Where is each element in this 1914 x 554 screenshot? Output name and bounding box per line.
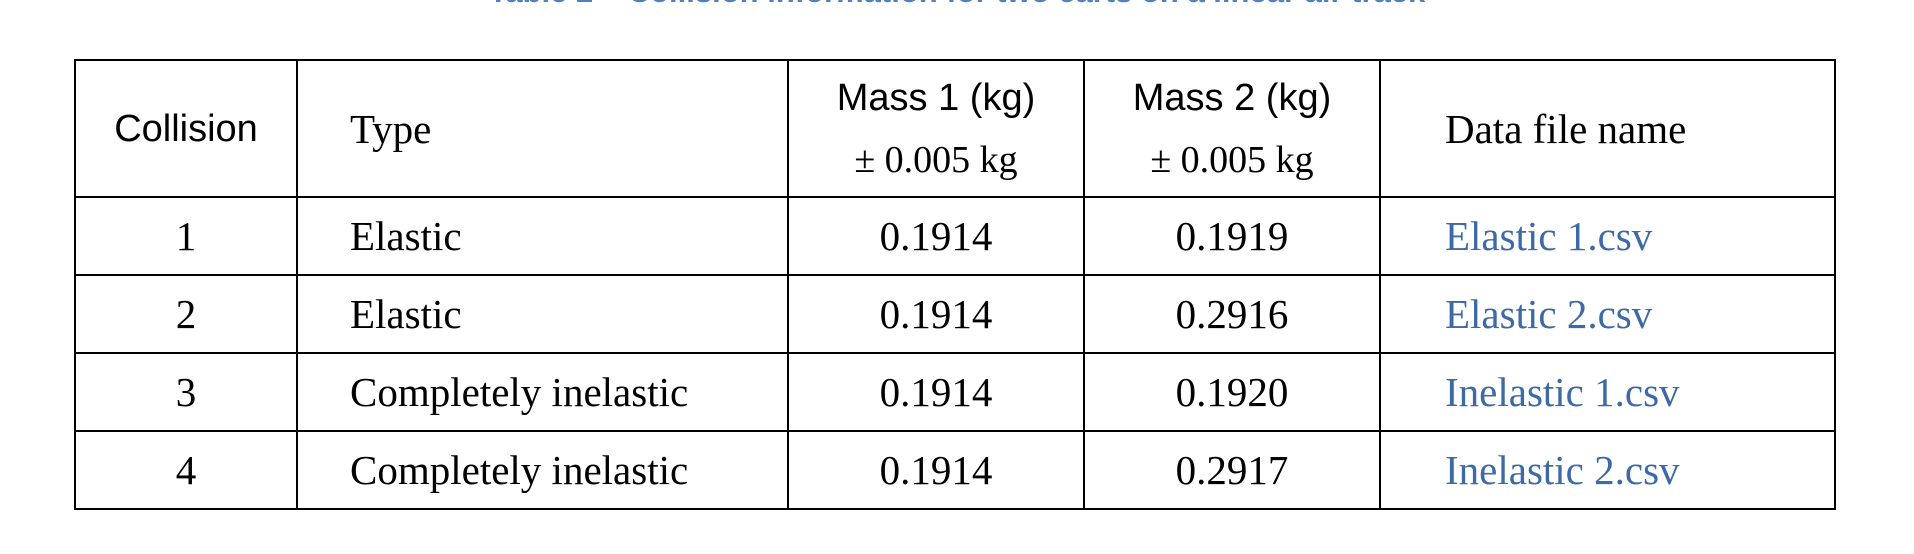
- table-row: 4 Completely inelastic 0.1914 0.2917 Inelast…: [74, 430, 1836, 510]
- table-cell: 0.1914: [787, 274, 1085, 354]
- table-cell: Elastic: [296, 274, 789, 354]
- table-row: 2 Elastic 0.1914 0.2916 Elastic 2.csv: [74, 274, 1836, 354]
- header-cell: Collision: [74, 59, 298, 198]
- table-cell: Elastic: [296, 196, 789, 276]
- table-row: 1 Elastic 0.1914 0.1919 Elastic 1.csv: [74, 196, 1836, 276]
- header-text: Mass 1 (kg): [836, 76, 1036, 119]
- table-cell: Completely inelastic: [296, 352, 789, 432]
- file-name-cell: Inelastic 1.csv: [1379, 352, 1836, 432]
- table-cell: 3: [74, 352, 298, 432]
- header-text: Collision: [114, 107, 258, 150]
- header-text: ± 0.005 kg: [854, 138, 1018, 181]
- file-name-cell: Inelastic 2.csv: [1379, 430, 1836, 510]
- file-name-cell: Elastic 1.csv: [1379, 196, 1836, 276]
- header-cell: Mass 1 (kg) ± 0.005 kg: [787, 59, 1085, 198]
- file-name-cell: Elastic 2.csv: [1379, 274, 1836, 354]
- table-body: 1 Elastic 0.1914 0.1919 Elastic 1.csv 2 Elasti…: [74, 196, 1836, 510]
- table-cell: 0.1914: [787, 196, 1085, 276]
- header-text: Mass 2 (kg): [1132, 76, 1332, 119]
- table-row: 3 Completely inelastic 0.1914 0.1920 Inelast…: [74, 352, 1836, 432]
- table-cell: 0.2916: [1083, 274, 1381, 354]
- table-cell: 0.1920: [1083, 352, 1381, 432]
- table-cell: 2: [74, 274, 298, 354]
- header-cell: Mass 2 (kg) ± 0.005 kg: [1083, 59, 1381, 198]
- data-table: Collision Type Mass 1 (kg) ± 0.005 kg Mass 2…: [74, 59, 1836, 510]
- header-text: ± 0.005 kg: [1150, 138, 1314, 181]
- table-cell: 1: [74, 196, 298, 276]
- table-cell: 0.1914: [787, 352, 1085, 432]
- table-cell: 0.1919: [1083, 196, 1381, 276]
- table-cell: 0.2917: [1083, 430, 1381, 510]
- header-cell: Data file name: [1379, 59, 1836, 198]
- table-cell: 4: [74, 430, 298, 510]
- table-cell: 0.1914: [787, 430, 1085, 510]
- header-row: Collision Type Mass 1 (kg) ± 0.005 kg Mass 2…: [74, 59, 1836, 198]
- header-text: Data file name: [1445, 105, 1687, 152]
- table-cell: Completely inelastic: [296, 430, 789, 510]
- header-text: Type: [350, 105, 432, 152]
- table-header: Collision Type Mass 1 (kg) ± 0.005 kg Mass 2…: [74, 59, 1836, 198]
- header-cell: Type: [296, 59, 789, 198]
- table-caption: Table 2 – Collision information for two …: [0, 0, 1914, 10]
